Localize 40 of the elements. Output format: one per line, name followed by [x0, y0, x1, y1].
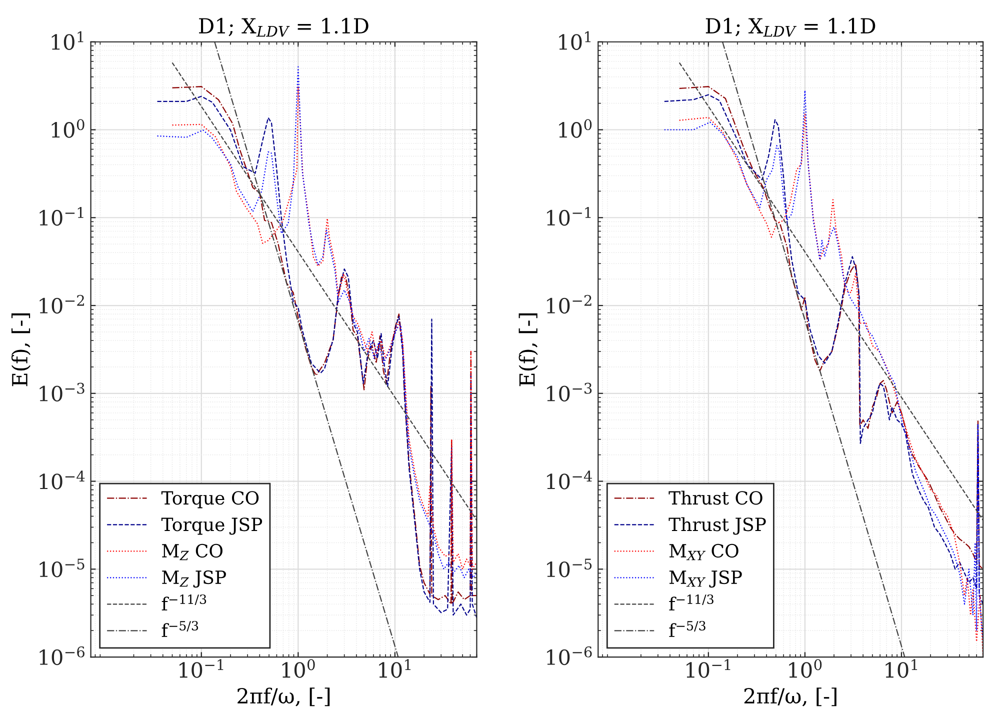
y-tick-label: 10$^{−5}$ [547, 558, 592, 578]
x-axis-title: 2πf/ω, [-] [744, 688, 836, 706]
x-tick-label: 10$^{0}$ [282, 659, 315, 678]
y-tick-label: 10$^{1}$ [559, 31, 590, 50]
y-tick-label: 10$^{−1}$ [40, 207, 84, 226]
y-tick-label: 10$^{0}$ [52, 119, 84, 138]
x-tick-label: 10$^{−1}$ [686, 659, 730, 678]
y-tick-label: 10$^{−2}$ [547, 294, 592, 314]
chart-title: D1; X$_{LDV}$ = 1.1D [199, 18, 368, 37]
y-tick-label: 10$^{−1}$ [547, 207, 591, 226]
legend-label: f$^{−11/3}$ [669, 594, 714, 610]
y-axis-title: E(f), [-] [11, 313, 31, 386]
y-tick-label: 10$^{−3}$ [547, 382, 592, 402]
legend-label: Torque JSP [161, 518, 262, 535]
y-tick-label: 10$^{−2}$ [40, 294, 84, 314]
y-tick-label: 10$^{−6}$ [547, 646, 592, 666]
y-tick-label: 10$^{−4}$ [547, 470, 592, 490]
legend-label: f$^{−5/3}$ [162, 620, 198, 637]
y-axis-title: E(f), [-] [518, 313, 538, 386]
y-tick-label: 10$^{0}$ [559, 119, 592, 138]
x-tick-label: 10$^{0}$ [789, 659, 822, 678]
chart-title: D1; X$_{LDV}$ = 1.1D [706, 18, 876, 37]
y-tick-label: 10$^{−4}$ [40, 470, 85, 490]
y-tick-label: 10$^{−3}$ [40, 382, 84, 402]
x-tick-label: 10$^{1}$ [379, 659, 411, 678]
legend-label: f$^{−5/3}$ [669, 620, 706, 637]
legend-label: Thrust JSP [668, 517, 766, 535]
legend-label: M$_{XY}$ JSP [669, 570, 742, 588]
y-tick-label: 10$^{−5}$ [40, 558, 84, 578]
legend-label: Torque CO [161, 491, 259, 508]
x-tick-label: 10$^{1}$ [886, 659, 918, 678]
x-tick-label: 10$^{−1}$ [180, 659, 224, 678]
y-tick-label: 10$^{−6}$ [40, 646, 84, 666]
y-tick-label: 10$^{1}$ [52, 31, 84, 50]
legend-label: Thrust CO [668, 490, 762, 505]
x-axis-title: 2πf/ω, [-] [238, 688, 330, 706]
legend-label: M$_{Z}$ CO [162, 544, 222, 560]
legend-label: M$_{Z}$ JSP [162, 570, 226, 588]
legend-label: f$^{−11/3}$ [162, 594, 206, 610]
legend-label: M$_{XY}$ CO [669, 544, 738, 560]
